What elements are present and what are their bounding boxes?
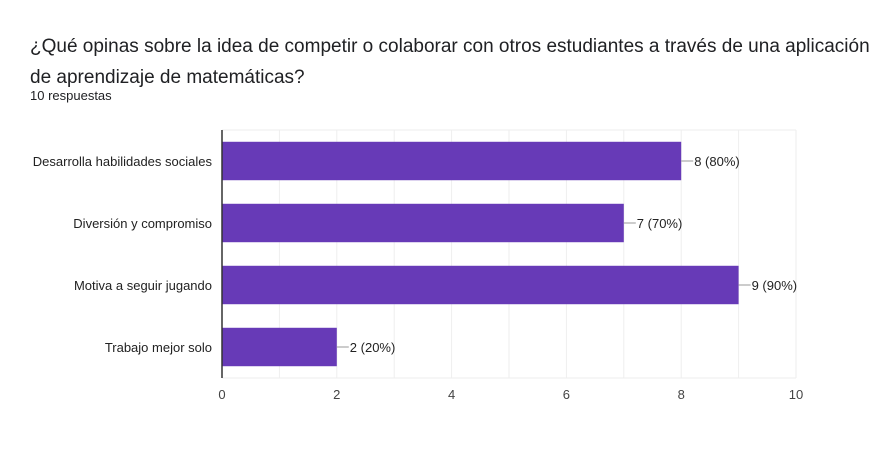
data-label: 9 (90%) [752,278,798,293]
response-count: 10 respuestas [30,88,112,103]
bar [222,327,337,367]
bar [222,265,739,305]
category-label: Diversión y compromiso [73,216,212,231]
x-tick-label: 6 [563,387,570,402]
x-tick-label: 4 [448,387,455,402]
x-tick-label: 10 [789,387,803,402]
bar [222,203,624,243]
x-tick-label: 8 [678,387,685,402]
data-label: 2 (20%) [350,340,396,355]
question-title: ¿Qué opinas sobre la idea de competir o … [30,36,870,88]
bar [222,141,682,181]
data-label: 8 (80%) [694,154,740,169]
x-tick-label: 2 [333,387,340,402]
category-label: Motiva a seguir jugando [74,278,212,293]
category-label: Trabajo mejor solo [105,340,212,355]
category-label: Desarrolla habilidades sociales [33,154,213,169]
data-label: 7 (70%) [637,216,683,231]
x-tick-label: 0 [218,387,225,402]
